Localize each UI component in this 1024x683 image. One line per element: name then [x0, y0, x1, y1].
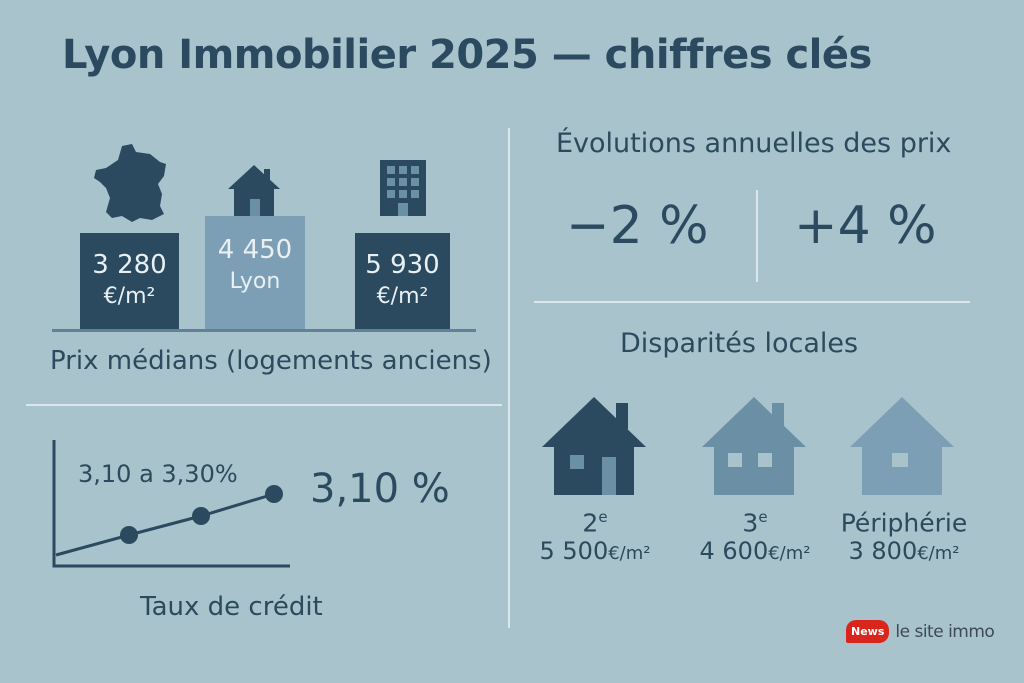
bar-building-unit: €/m² [376, 284, 429, 309]
house-icon-2e [542, 397, 646, 495]
district-2e-name: 2 [582, 508, 599, 538]
district-3e: 3e 4 600€/m² [690, 508, 820, 565]
taux-value: 3,10 % [310, 466, 450, 512]
house-icon [228, 165, 280, 217]
bar-baseline [52, 329, 476, 332]
horizontal-divider-left [26, 404, 502, 406]
bar-building: 5 930 €/m² [355, 233, 450, 329]
logo: News le site immo [846, 620, 995, 643]
district-2e-sup: e [598, 508, 608, 526]
page-title: Lyon Immobilier 2025 — chiffres clés [62, 32, 872, 78]
district-2e: 2e 5 500€/m² [530, 508, 660, 565]
evolutions-title: Évolutions annuelles des prix [556, 128, 952, 159]
district-3e-sup: e [758, 508, 768, 526]
bar-lyon-label: Lyon [229, 269, 281, 294]
evolution-value-2: +4 % [794, 196, 937, 256]
bar-france-value: 3 280 [92, 250, 167, 280]
evolution-divider [756, 190, 758, 282]
horizontal-divider-right [534, 301, 970, 303]
district-peripherie-price: 3 800 [848, 537, 918, 566]
taux-range: 3,10 a 3,30% [78, 460, 238, 488]
evolution-value-1: −2 % [566, 196, 709, 256]
taux-line-chart-icon [52, 440, 290, 568]
district-2e-unit: €/m² [608, 543, 651, 565]
district-peripherie: Périphérie 3 800€/m² [834, 508, 974, 565]
house-icon-3e [702, 397, 806, 495]
logo-text: le site immo [895, 621, 995, 642]
bar-france: 3 280 €/m² [80, 233, 179, 329]
prix-medians-caption: Prix médians (logements anciens) [50, 346, 492, 376]
district-3e-unit: €/m² [768, 543, 811, 565]
bar-france-unit: €/m² [103, 284, 156, 309]
logo-badge: News [846, 620, 890, 643]
district-peripherie-name: Périphérie [840, 508, 968, 538]
taux-caption: Taux de crédit [140, 592, 323, 622]
building-icon [380, 160, 426, 216]
district-3e-price: 4 600 [699, 537, 769, 566]
bar-lyon: 4 450 Lyon [205, 216, 305, 329]
bar-lyon-value: 4 450 [217, 235, 293, 265]
france-map-icon [94, 144, 166, 222]
house-icon-peripherie [850, 397, 954, 495]
district-3e-name: 3 [742, 508, 759, 538]
district-2e-price: 5 500 [539, 537, 609, 566]
district-peripherie-unit: €/m² [917, 543, 960, 565]
bar-building-value: 5 930 [365, 250, 440, 280]
disparites-title: Disparités locales [620, 328, 859, 359]
vertical-divider [508, 128, 510, 628]
